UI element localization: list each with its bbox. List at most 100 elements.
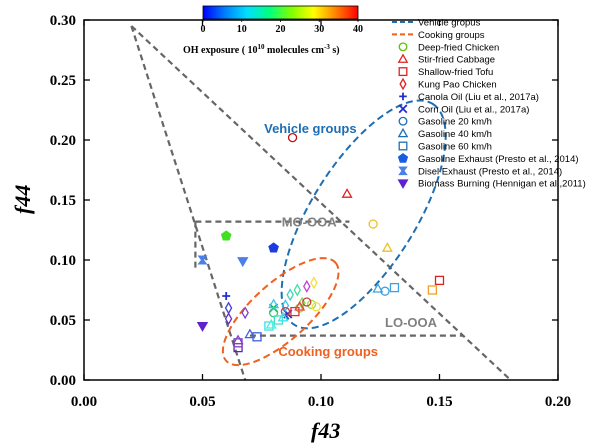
cooking-groups-label: Cooking groups [278, 344, 378, 359]
data-point [434, 275, 445, 286]
colorbar-label-part: -3 [324, 43, 330, 51]
data-point [310, 276, 318, 290]
data-point [224, 312, 233, 326]
legend-marker [397, 53, 409, 63]
triangle-left-edge [130, 25, 247, 381]
data-point [265, 318, 277, 329]
data-point [273, 315, 283, 325]
data-point [224, 301, 233, 315]
y-tick-label: 0.15 [50, 193, 76, 209]
legend-label: Disel Exhaust (Presto et al., 2014) [418, 166, 562, 177]
colorbar-tick-label: 20 [276, 24, 286, 35]
data-point [290, 306, 300, 317]
lo-ooa-label: LO-OOA [385, 315, 438, 330]
legend-label: Shallow-fried Tofu [418, 67, 493, 78]
data-point [311, 302, 321, 312]
data-point [241, 306, 249, 320]
y-tick-label: 0.30 [50, 13, 76, 29]
y-tick-label: 0.00 [50, 373, 76, 389]
data-point [286, 288, 294, 302]
legend-label: Canola Oil (Liu et al., 2017a) [418, 92, 539, 103]
legend-marker [398, 166, 408, 176]
data-point [237, 257, 249, 268]
data-point [380, 286, 390, 296]
legend-label: Corn Oil (Liu et al., 2017a) [418, 104, 529, 115]
y-tick-label: 0.25 [50, 73, 76, 89]
data-point [341, 188, 353, 198]
axes: 0.00 0.05 0.10 0.15 0.20 0.00 0.05 0.10 0.15 0.20… [10, 13, 571, 443]
legend-marker [398, 42, 408, 52]
legend-label: Cooking groups [418, 30, 485, 41]
colorbar-gradient [202, 5, 359, 20]
x-tick-label: 0.15 [426, 394, 452, 410]
data-point [280, 306, 291, 317]
colorbar-label-part: 10 [258, 43, 266, 51]
data-point [281, 299, 290, 313]
data-point [268, 242, 279, 253]
y-tick-label: 0.20 [50, 133, 76, 149]
x-tick-label: 0.20 [545, 394, 571, 410]
legend-label: Vehicle gropus [418, 18, 481, 29]
legend-label: Gasoline 40 km/h [418, 129, 492, 140]
data-point [389, 282, 400, 293]
data-point [222, 292, 231, 300]
plot-geometry: MO-OOA LO-OOA Vehicle groups Cooking groups [130, 25, 512, 381]
y-axis-label: f44 [10, 185, 35, 214]
legend-marker [399, 92, 407, 101]
data-point [427, 285, 438, 295]
data-point [244, 328, 256, 339]
colorbar-tick-label: 0 [201, 24, 206, 35]
legend-marker [398, 104, 408, 114]
legend-label: Gasoline Exhaust (Presto et al., 2014) [418, 154, 579, 165]
data-point [294, 300, 306, 311]
data-point [306, 299, 317, 310]
data-point [372, 282, 384, 293]
data-point [287, 132, 298, 143]
data-point [381, 242, 393, 252]
colorbar-tick-label: 30 [314, 24, 324, 35]
legend-label: Stir-fried Cabbage [418, 55, 495, 66]
x-tick-label: 0.05 [189, 394, 215, 410]
legend-label: Gasoline 60 km/h [418, 142, 492, 153]
data-point [303, 279, 311, 293]
vehicle-groups-ellipse [280, 99, 447, 330]
data-point [197, 255, 208, 265]
legend-marker [398, 141, 408, 151]
mo-ooa-label: MO-OOA [282, 214, 337, 229]
legend-marker [397, 153, 409, 163]
triangle-right-edge [130, 25, 512, 381]
colorbar-label-part: OH exposure ( 10 [183, 45, 258, 56]
legend-marker [399, 77, 407, 91]
colorbar-label-part: molecules cm [265, 45, 325, 56]
legend-marker [398, 116, 408, 126]
data-point [298, 296, 306, 310]
data-point [220, 230, 232, 241]
vehicle-groups-label: Vehicle groups [264, 121, 356, 136]
data-points [196, 132, 445, 353]
data-point [268, 308, 279, 318]
data-point [196, 321, 209, 332]
data-point [264, 321, 274, 331]
colorbar-label-part: s) [330, 45, 340, 56]
legend-marker [398, 67, 408, 77]
colorbar-label: OH exposure ( 1010 molecules cm-3 s) [183, 43, 340, 56]
legend-marker [397, 179, 409, 189]
x-tick-label: 0.00 [71, 394, 97, 410]
x-axis-label: f43 [311, 418, 340, 443]
data-point [368, 219, 378, 229]
cooking-groups-ellipse [221, 257, 340, 367]
data-point [232, 334, 244, 345]
legend-label: Biomass Burning (Hennigan et al.,2011) [418, 179, 586, 190]
data-point [268, 298, 280, 309]
legend-label: Deep-fried Chicken [418, 42, 499, 53]
data-point [293, 283, 302, 297]
data-point [252, 332, 262, 342]
data-point [277, 311, 289, 322]
legend-label: Gasoline 20 km/h [418, 117, 492, 128]
y-tick-label: 0.10 [50, 253, 76, 269]
y-tick-label: 0.05 [50, 313, 76, 329]
colorbar-tick-label: 10 [237, 24, 247, 35]
